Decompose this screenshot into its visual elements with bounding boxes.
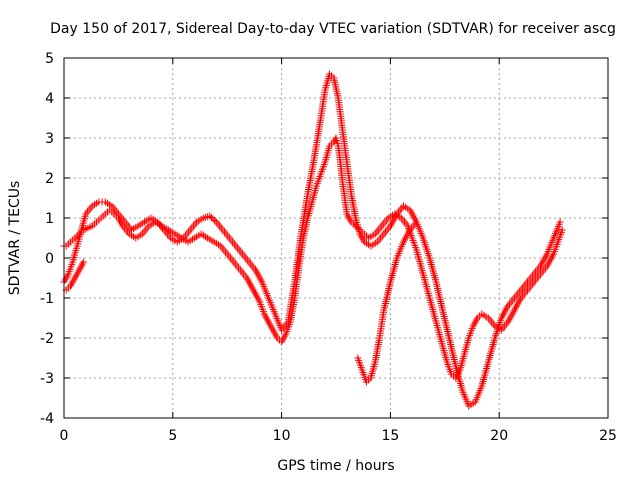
data-point-marker: [413, 218, 420, 226]
data-point-marker: [207, 214, 215, 221]
plot-frame: [63, 57, 609, 419]
data-point-marker: [211, 217, 219, 224]
x-tick-label: 10: [273, 428, 291, 444]
x-tick-label: 0: [60, 428, 69, 444]
data-point-marker: [556, 218, 564, 226]
x-tick-label: 5: [168, 428, 177, 444]
data-point-marker: [206, 212, 214, 220]
y-tick-label: -3: [40, 371, 54, 387]
x-tick-label: 20: [490, 428, 508, 444]
y-tick-label: 2: [45, 171, 54, 187]
y-tick-label: 4: [45, 91, 54, 107]
y-tick-label: 1: [45, 211, 54, 227]
x-axis-label: GPS time / hours: [277, 458, 394, 474]
x-tick-label: 15: [381, 428, 399, 444]
data-point-marker: [209, 215, 217, 223]
y-axis-label: SDTVAR / TECUs: [7, 181, 23, 296]
series-layer: [60, 70, 566, 410]
series-1: [60, 70, 564, 410]
series-2: [62, 218, 420, 386]
tick-layer: 0 5 10 15 20 25 -4 -3 -2 -1 0 1 2 3 4 5: [40, 51, 617, 444]
data-point-marker: [558, 226, 566, 234]
y-tick-label: 0: [45, 251, 54, 267]
grid-layer: [64, 58, 608, 418]
y-tick-label: -2: [40, 331, 54, 347]
y-tick-label: -4: [40, 411, 54, 427]
chart-title: Day 150 of 2017, Sidereal Day-to-day VTE…: [50, 21, 616, 37]
y-tick-label: 3: [45, 131, 54, 147]
x-tick-label: 25: [599, 428, 617, 444]
y-tick-label: -1: [40, 291, 54, 307]
data-point-marker: [80, 258, 88, 266]
y-tick-label: 5: [45, 51, 54, 67]
